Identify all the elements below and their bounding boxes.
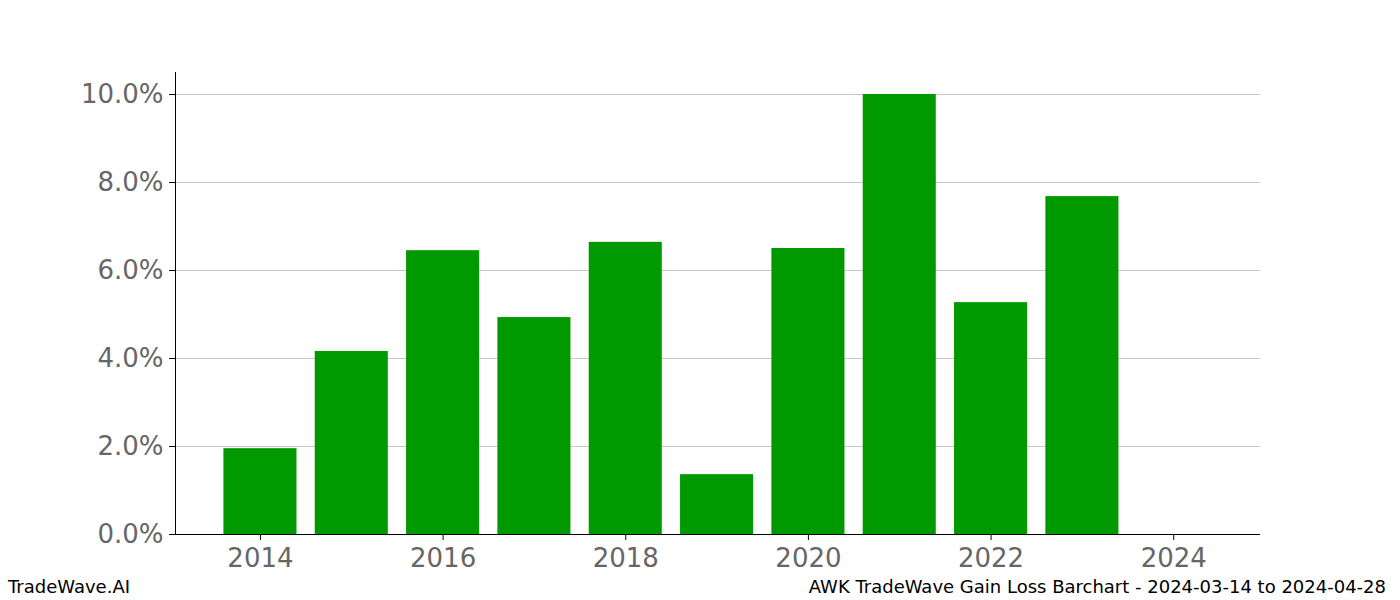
html-text:TradeWave.AI: TradeWave.AI <box>8 576 130 597</box>
svg-text:6.0%: 6.0% <box>97 255 163 285</box>
svg-text:2014: 2014 <box>227 543 293 573</box>
svg-text:10.0%: 10.0% <box>81 79 164 109</box>
html-text:AWK TradeWave Gain Loss Barcha: AWK TradeWave Gain Loss Barchart - 2024-… <box>808 576 1386 597</box>
svg-text:2022: 2022 <box>958 543 1024 573</box>
svg-text:2.0%: 2.0% <box>97 431 163 461</box>
svg-text:8.0%: 8.0% <box>97 167 163 197</box>
svg-text:2020: 2020 <box>775 543 841 573</box>
svg-text:0.0%: 0.0% <box>97 519 163 549</box>
svg-text:4.0%: 4.0% <box>97 343 163 373</box>
svg-text:2016: 2016 <box>410 543 476 573</box>
svg-text:2018: 2018 <box>593 543 659 573</box>
svg-text:2024: 2024 <box>1141 543 1207 573</box>
